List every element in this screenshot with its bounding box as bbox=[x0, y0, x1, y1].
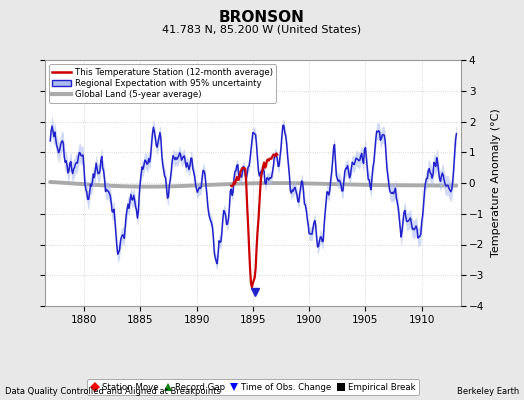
Text: BRONSON: BRONSON bbox=[219, 10, 305, 25]
Legend: Station Move, Record Gap, Time of Obs. Change, Empirical Break: Station Move, Record Gap, Time of Obs. C… bbox=[87, 379, 419, 395]
Y-axis label: Temperature Anomaly (°C): Temperature Anomaly (°C) bbox=[491, 109, 501, 257]
Text: Data Quality Controlled and Aligned at Breakpoints: Data Quality Controlled and Aligned at B… bbox=[5, 387, 221, 396]
Text: 41.783 N, 85.200 W (United States): 41.783 N, 85.200 W (United States) bbox=[162, 24, 362, 34]
Text: Berkeley Earth: Berkeley Earth bbox=[456, 387, 519, 396]
